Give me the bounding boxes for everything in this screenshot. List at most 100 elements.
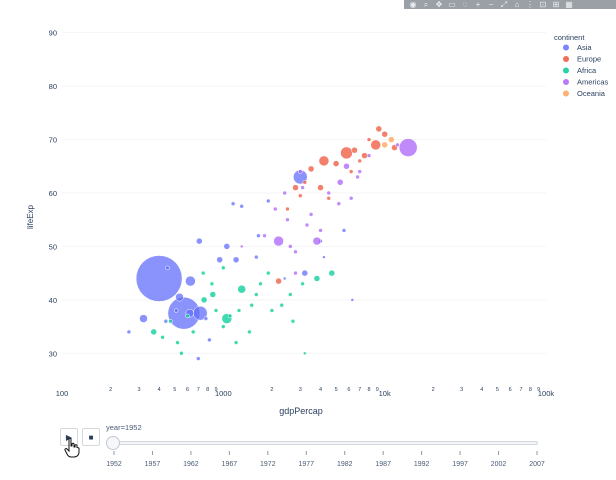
bubble-oceania[interactable]: [388, 136, 395, 143]
bubble-africa[interactable]: [185, 313, 190, 319]
bubble-americas[interactable]: [318, 228, 323, 233]
bubble-americas[interactable]: [343, 163, 350, 170]
bubble-asia[interactable]: [135, 255, 183, 302]
bubble-africa[interactable]: [269, 308, 275, 313]
legend-item-asia[interactable]: Asia: [563, 43, 592, 52]
bubble-africa[interactable]: [227, 313, 233, 319]
bubble-africa[interactable]: [237, 284, 246, 294]
bubble-europe[interactable]: [357, 158, 362, 164]
bubble-asia[interactable]: [216, 256, 223, 264]
bubble-americas[interactable]: [304, 222, 310, 228]
bubble-asia[interactable]: [175, 292, 184, 302]
bubble-asia[interactable]: [185, 275, 196, 287]
bubble-africa[interactable]: [266, 270, 271, 276]
bubble-africa[interactable]: [254, 292, 259, 297]
bubble-asia[interactable]: [173, 308, 179, 313]
bubble-americas[interactable]: [293, 249, 298, 255]
bubble-africa[interactable]: [160, 335, 165, 340]
slider-step-label[interactable]: 1982: [337, 461, 353, 468]
lasso-icon[interactable]: ◌: [462, 0, 468, 9]
bubble-americas[interactable]: [336, 201, 342, 206]
bubble-europe[interactable]: [366, 137, 372, 142]
bubble-europe[interactable]: [326, 196, 331, 201]
bubble-americas[interactable]: [300, 185, 305, 190]
bubble-asia[interactable]: [256, 233, 261, 238]
hover-closest-icon[interactable]: ⊡: [539, 0, 547, 9]
legend-item-americas[interactable]: Americas: [563, 78, 609, 87]
bubble-asia[interactable]: [196, 237, 203, 245]
hover-compare-icon[interactable]: ⊞: [552, 0, 560, 9]
bubble-asia[interactable]: [223, 243, 231, 250]
zoom-in-icon[interactable]: +: [475, 0, 481, 9]
bubble-oceania[interactable]: [381, 141, 388, 149]
bubble-europe[interactable]: [348, 169, 354, 174]
bubble-americas[interactable]: [348, 196, 354, 201]
bubble-africa[interactable]: [313, 275, 321, 282]
bubble-asia[interactable]: [341, 228, 347, 233]
bubble-asia[interactable]: [282, 276, 287, 281]
bubble-africa[interactable]: [221, 324, 226, 329]
bubble-americas[interactable]: [308, 212, 314, 217]
bubble-asia[interactable]: [266, 198, 271, 204]
box-select-icon[interactable]: ▭: [448, 0, 456, 9]
bubble-africa[interactable]: [175, 340, 180, 345]
bubble-asia[interactable]: [196, 356, 201, 361]
slider-step-label[interactable]: 1962: [183, 461, 199, 468]
bubble-europe[interactable]: [361, 152, 368, 159]
bubble-africa[interactable]: [200, 270, 206, 276]
bubble-africa[interactable]: [328, 269, 336, 277]
plotly-logo-icon[interactable]: ▦: [565, 0, 573, 9]
bubble-africa[interactable]: [247, 329, 252, 335]
zoom-icon[interactable]: ⌕: [423, 0, 429, 9]
bubble-asia[interactable]: [301, 269, 309, 277]
bubble-americas[interactable]: [282, 190, 287, 196]
bubble-europe[interactable]: [351, 146, 358, 154]
autoscale-icon[interactable]: ⤢: [500, 0, 508, 9]
bubble-africa[interactable]: [288, 292, 293, 297]
stop-button[interactable]: ■: [82, 428, 100, 446]
bubble-asia[interactable]: [254, 254, 259, 260]
bubble-africa[interactable]: [236, 308, 242, 313]
bubble-africa[interactable]: [150, 328, 157, 336]
bubble-europe[interactable]: [318, 155, 330, 167]
bubble-asia[interactable]: [239, 204, 244, 209]
bubble-africa[interactable]: [190, 329, 196, 335]
reset-axes-icon[interactable]: ⌂: [514, 0, 520, 9]
bubble-americas[interactable]: [298, 169, 303, 174]
bubble-africa[interactable]: [300, 281, 305, 287]
bubble-asia[interactable]: [126, 329, 132, 335]
bubble-americas[interactable]: [357, 169, 362, 174]
legend-item-europe[interactable]: Europe: [563, 55, 601, 64]
slider-step-label[interactable]: 2007: [529, 461, 545, 468]
bubble-americas[interactable]: [336, 179, 344, 186]
bubble-asia[interactable]: [230, 201, 236, 206]
bubble-americas[interactable]: [395, 142, 400, 148]
camera-icon[interactable]: ◉: [409, 0, 417, 9]
bubble-europe[interactable]: [292, 184, 299, 191]
bubble-africa[interactable]: [233, 340, 239, 345]
slider-step-label[interactable]: 1967: [222, 461, 238, 468]
bubble-americas[interactable]: [262, 233, 267, 238]
bubble-americas[interactable]: [355, 174, 360, 180]
bubble-asia[interactable]: [207, 337, 212, 343]
legend-item-africa[interactable]: Africa: [563, 66, 597, 75]
bubble-asia[interactable]: [165, 265, 170, 271]
bubble-africa[interactable]: [258, 281, 263, 287]
zoom-out-icon[interactable]: −: [488, 0, 494, 9]
bubble-americas[interactable]: [288, 244, 293, 249]
pan-icon[interactable]: ✥: [435, 0, 443, 9]
slider-step-label[interactable]: 2002: [491, 461, 507, 468]
slider-step-label[interactable]: 1997: [452, 461, 468, 468]
bubble-asia[interactable]: [322, 255, 326, 259]
legend-item-oceania[interactable]: Oceania: [563, 89, 606, 98]
bubble-asia[interactable]: [350, 298, 355, 302]
bubble-africa[interactable]: [168, 318, 173, 324]
bubble-americas[interactable]: [285, 217, 290, 222]
bubble-europe[interactable]: [370, 139, 381, 151]
year-slider-track[interactable]: [113, 441, 538, 445]
bubble-africa[interactable]: [221, 265, 226, 271]
bubble-europe[interactable]: [275, 277, 282, 285]
bubble-europe[interactable]: [381, 130, 388, 138]
slider-step-label[interactable]: 1977: [298, 461, 314, 468]
bubble-americas[interactable]: [398, 138, 418, 157]
